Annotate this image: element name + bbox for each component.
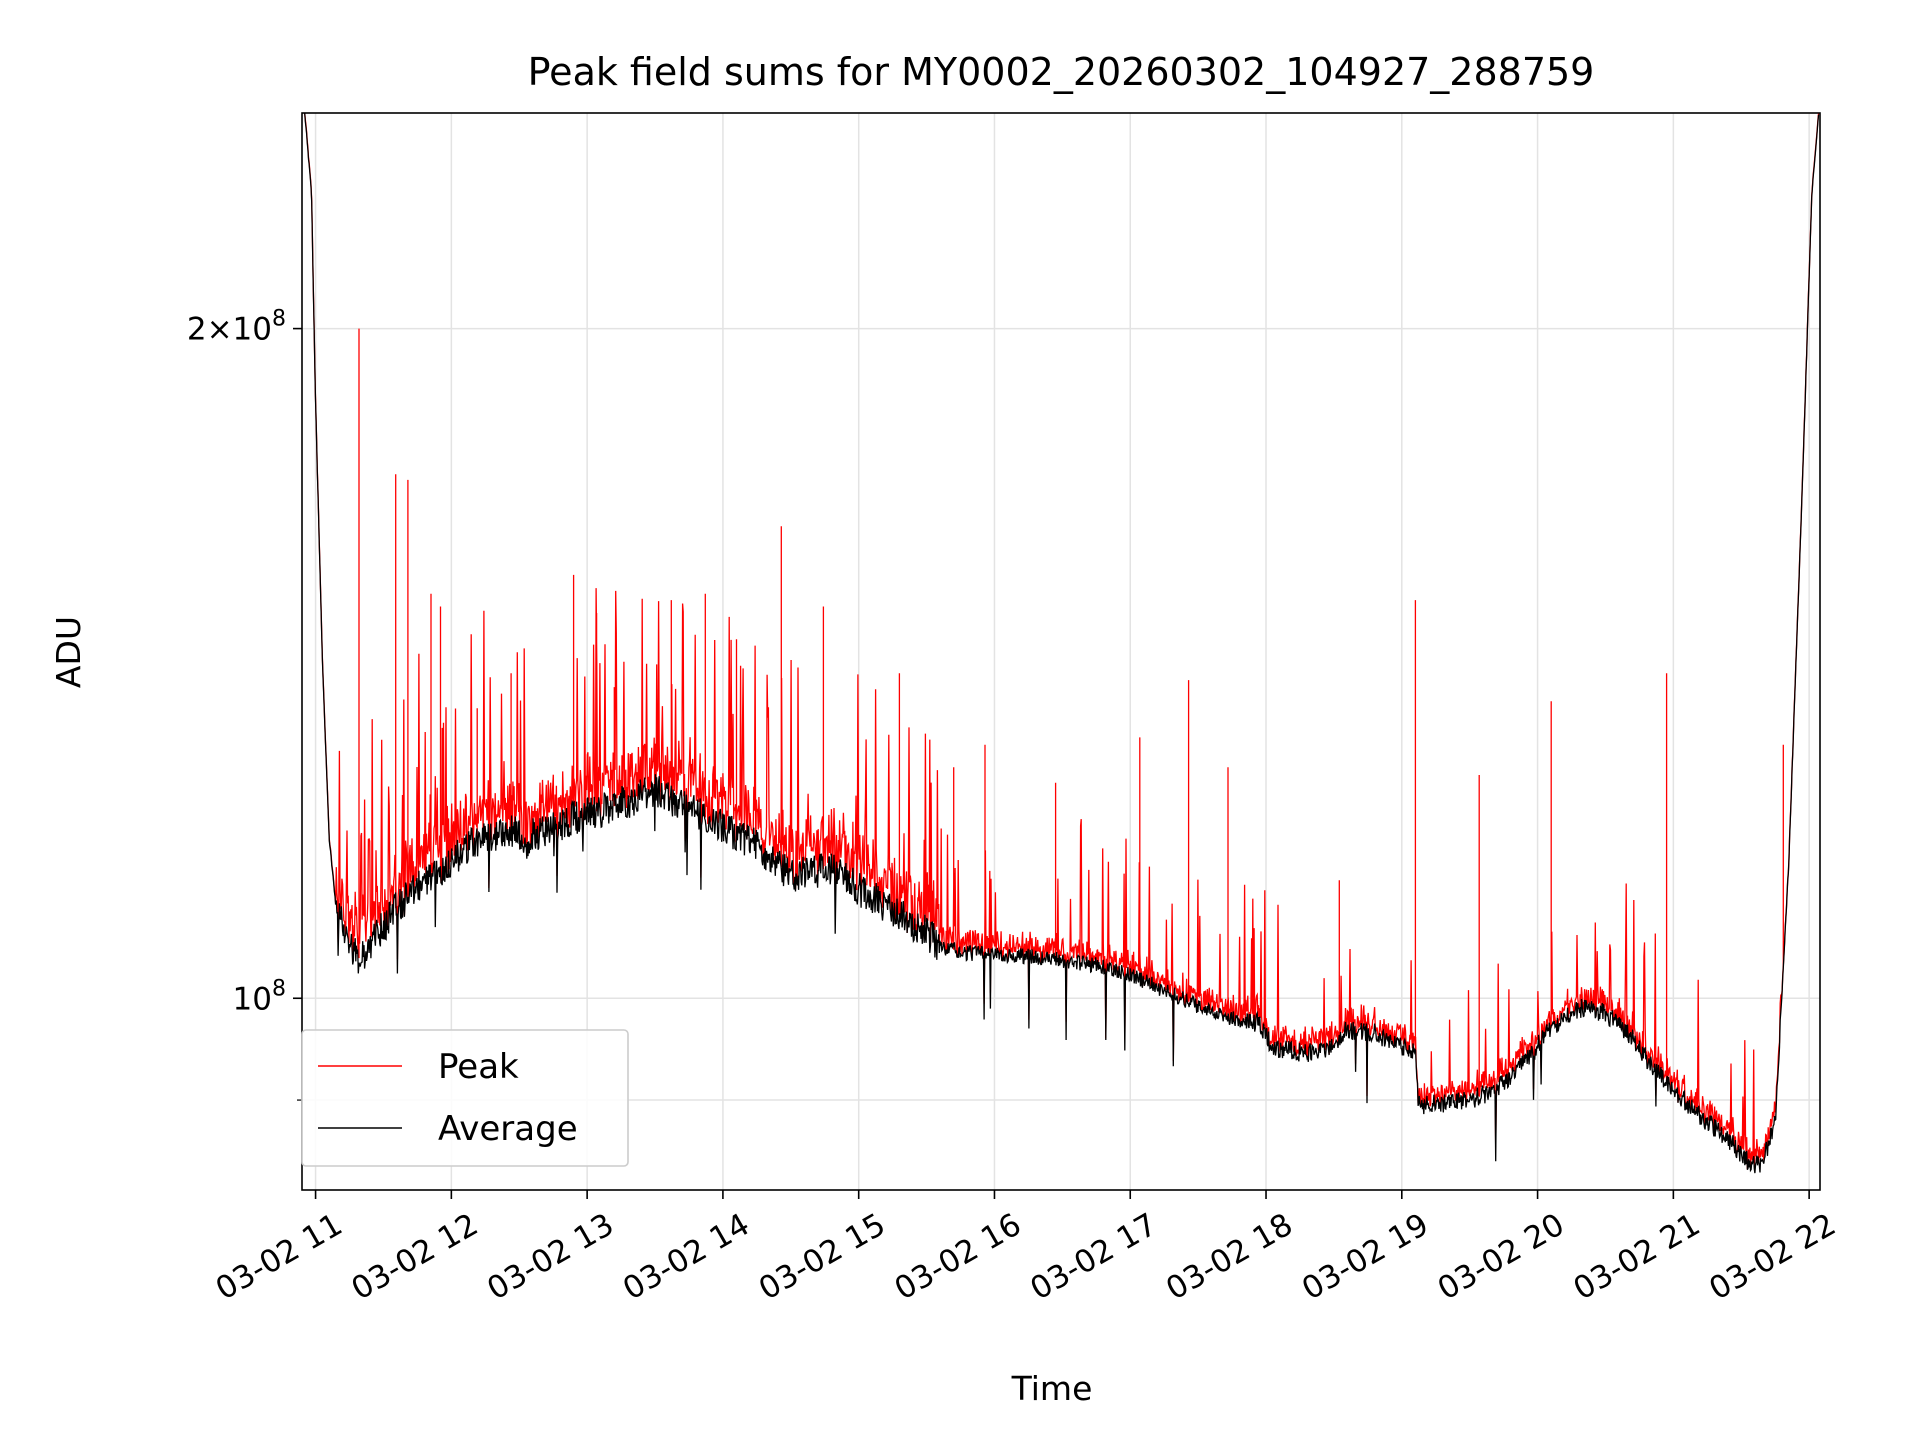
x-tick-label: 03-02 13 [481, 1207, 620, 1308]
legend-label-peak: Peak [438, 1047, 519, 1087]
x-tick-label: 03-02 12 [345, 1207, 484, 1308]
series-line-average [304, 113, 1820, 1174]
y-tick-label: 2×108 [187, 307, 286, 348]
axes-frame [301, 112, 1821, 1191]
legend-label-average: Average [438, 1109, 578, 1149]
x-axis-label: Time [1011, 1369, 1093, 1408]
x-tick-label: 03-02 20 [1432, 1207, 1571, 1308]
y-tick-label: 108 [233, 976, 286, 1017]
x-tick-label: 03-02 19 [1296, 1207, 1435, 1308]
grid [302, 113, 1820, 1190]
x-tick-label: 03-02 14 [617, 1207, 756, 1308]
plot-area [304, 113, 1820, 1174]
x-tick-label: 03-02 15 [753, 1207, 892, 1308]
x-tick-label: 03-02 22 [1703, 1207, 1842, 1308]
y-axis: 108 2×108 [187, 307, 302, 1101]
legend: Peak Average [301, 1029, 629, 1167]
x-tick-label: 03-02 21 [1567, 1207, 1706, 1308]
legend-box [301, 1029, 629, 1167]
x-tick-label: 03-02 11 [210, 1207, 349, 1308]
series-line-peak [304, 113, 1820, 1170]
x-tick-label: 03-02 17 [1024, 1207, 1163, 1308]
x-tick-label: 03-02 16 [889, 1207, 1028, 1308]
y-axis-label: ADU [49, 616, 88, 688]
x-tick-label: 03-02 18 [1160, 1207, 1299, 1308]
chart-title: Peak field sums for MY0002_20260302_1049… [528, 50, 1595, 94]
